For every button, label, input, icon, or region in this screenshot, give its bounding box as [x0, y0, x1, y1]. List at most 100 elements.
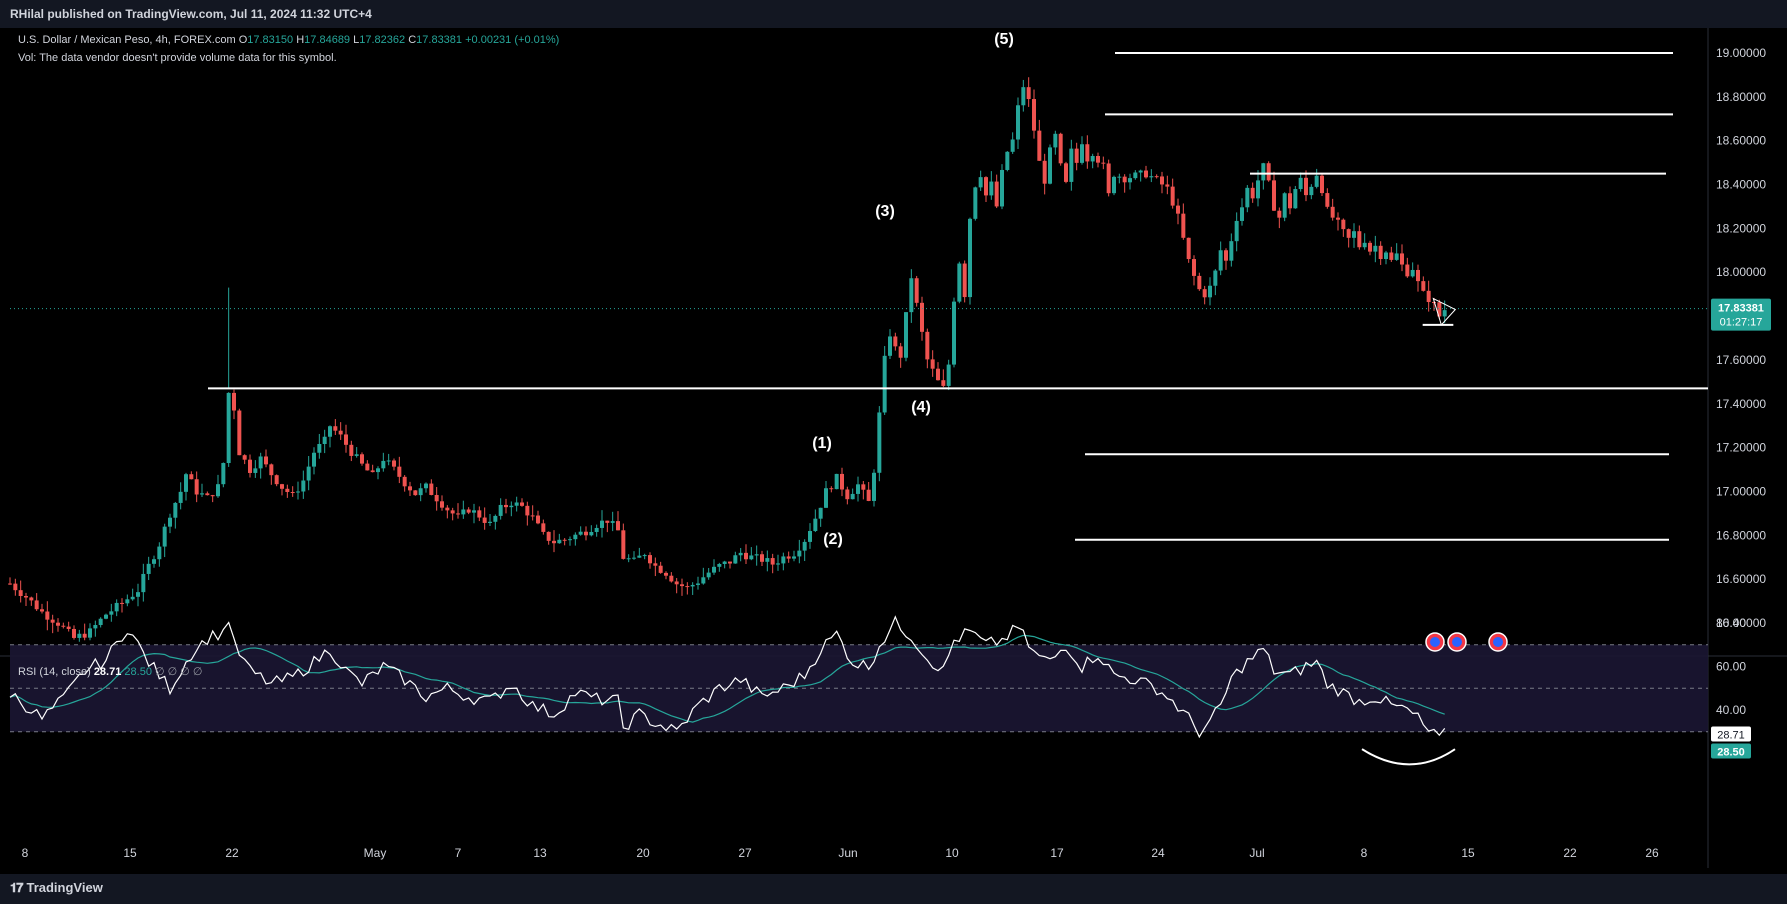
candle-body — [738, 552, 743, 556]
candle-body — [904, 312, 908, 358]
candle-body — [770, 558, 775, 565]
candle-body — [221, 463, 226, 485]
candle-body — [472, 510, 476, 513]
candle-body — [1160, 176, 1164, 185]
candle-body — [18, 590, 23, 597]
candle-body — [706, 572, 711, 578]
time-tick-label: 8 — [22, 846, 29, 860]
price-tick-label: 18.40000 — [1716, 178, 1766, 192]
candle-body — [296, 491, 300, 493]
candle-body — [322, 436, 327, 444]
rsi-empty-values: ∅ ∅ ∅ ∅ — [155, 666, 203, 678]
candle-body — [1197, 275, 1202, 290]
candle-body — [45, 611, 50, 620]
candle-body — [1000, 169, 1004, 207]
candle-body — [1021, 87, 1026, 106]
symbol-legend: U.S. Dollar / Mexican Peso, 4h, FOREX.co… — [18, 34, 559, 46]
candle-body — [701, 577, 706, 584]
candle-body — [792, 556, 796, 559]
chart-frame[interactable]: 19.00000 18.80000 18.60000 18.40000 18.20000… — [0, 28, 1787, 874]
candle-body — [418, 488, 423, 496]
time-tick-label: 8 — [1361, 846, 1368, 860]
candle-body — [802, 541, 807, 551]
candle-body — [360, 454, 364, 464]
candle-body — [146, 563, 151, 574]
candle-body — [1325, 193, 1330, 207]
candle-body — [1218, 250, 1223, 271]
candle-body — [1352, 231, 1356, 238]
candle-body — [344, 434, 348, 445]
candle-body — [856, 484, 860, 494]
rsi-ma-tag-box — [1711, 743, 1751, 759]
candle-body — [1117, 176, 1122, 178]
candle-body — [744, 552, 748, 560]
candle-body — [669, 575, 674, 582]
candle-body — [877, 412, 882, 473]
candle-body — [408, 486, 412, 491]
candle-body — [317, 443, 322, 453]
candle-body — [376, 468, 380, 473]
time-tick-label: 26 — [1645, 846, 1659, 860]
candle-body — [749, 555, 754, 560]
candle-body — [936, 368, 940, 381]
tradingview-brand[interactable]: 𝟏𝟕 TradingView — [10, 880, 103, 896]
candle-body — [1256, 180, 1260, 199]
candle-body — [514, 502, 519, 506]
candle-body — [722, 561, 727, 564]
bottom-bar — [0, 874, 1787, 904]
chart-svg[interactable]: 19.00000 18.80000 18.60000 18.40000 18.20000… — [0, 28, 1787, 874]
candle-body — [552, 540, 556, 544]
candle-body — [712, 566, 716, 573]
candle-body — [13, 583, 18, 591]
close-value: 17.83381 — [416, 34, 463, 46]
candle-body — [248, 459, 252, 473]
candle-body — [1272, 180, 1276, 211]
candle-body — [477, 510, 482, 518]
candle-body — [1410, 269, 1415, 277]
candle-body — [130, 596, 135, 600]
candle-body — [152, 559, 156, 564]
high-value: 17.84689 — [304, 34, 351, 46]
candle-body — [173, 502, 178, 518]
time-tick-label: 15 — [1461, 846, 1475, 860]
candle-body — [1042, 160, 1047, 184]
candle-body — [1304, 177, 1308, 196]
candle-body — [973, 187, 978, 219]
candle-body — [397, 466, 402, 477]
candle-body — [1277, 210, 1282, 218]
candle-body — [290, 491, 295, 493]
candle-body — [24, 596, 28, 598]
rsi-label: RSI (14, close) — [18, 666, 91, 678]
brand-text: TradingView — [26, 880, 103, 895]
candle-body — [1026, 87, 1031, 100]
candle-body — [1320, 175, 1324, 194]
candle-body — [978, 177, 983, 188]
price-tick-label: 16.40000 — [1716, 616, 1766, 630]
candle-body — [653, 563, 658, 566]
candle-body — [280, 484, 284, 489]
candle-body — [925, 331, 930, 360]
candle-body — [1133, 172, 1138, 179]
candle-body — [621, 530, 626, 559]
candle-body — [1144, 170, 1148, 178]
candle-body — [66, 626, 71, 629]
rsi-tick-label: 80.00 — [1716, 616, 1746, 630]
candle-body — [1048, 147, 1052, 184]
candle-body — [1368, 242, 1372, 252]
rsi-value-tag: 28.71 — [1717, 730, 1745, 742]
bar-countdown-tag: 01:27:17 — [1720, 317, 1763, 329]
time-tick-label: 22 — [225, 846, 239, 860]
candle-body — [424, 483, 428, 489]
candle-body — [818, 507, 823, 519]
candle-body — [253, 468, 258, 473]
candle-body — [530, 515, 535, 517]
candle-body — [125, 599, 130, 604]
low-value: 17.82362 — [359, 34, 406, 46]
close-label: C — [408, 34, 417, 46]
candle-body — [40, 609, 44, 612]
candle-body — [728, 561, 732, 564]
candle-body — [226, 392, 231, 464]
candle-body — [914, 278, 919, 303]
candle-body — [493, 515, 498, 522]
price-tick-label: 16.60000 — [1716, 572, 1766, 586]
